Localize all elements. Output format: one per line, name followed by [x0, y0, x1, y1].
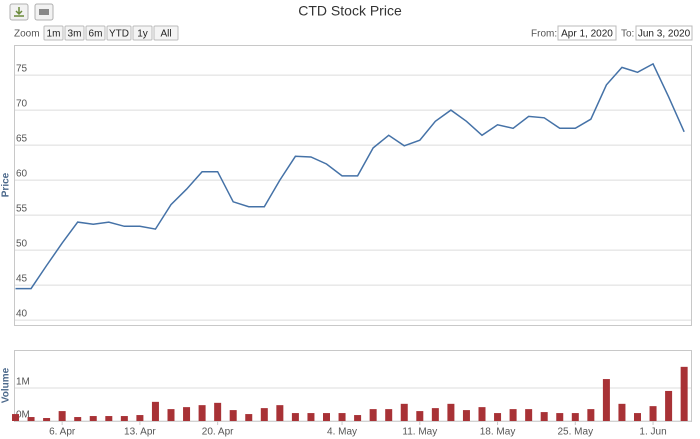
volume-bar: [431, 408, 439, 421]
volume-bar: [260, 408, 268, 421]
y-tick-label: 1M: [16, 377, 30, 388]
zoom-button[interactable]: [64, 25, 85, 41]
y-tick-label: 0M: [16, 410, 30, 421]
volume-bar: [89, 416, 97, 421]
x-tick-label: 18. May: [480, 427, 516, 438]
y-tick-label: 70: [16, 99, 28, 110]
print-icon: [39, 9, 49, 15]
chart-title: CTD Stock Price: [298, 3, 402, 19]
volume-bar: [74, 417, 82, 421]
from-input[interactable]: [557, 25, 617, 41]
to-label: To:: [621, 29, 634, 40]
zoom-button[interactable]: [132, 25, 153, 41]
zoom-button[interactable]: [153, 25, 179, 41]
volume-bar: [167, 409, 175, 421]
y-tick-label: 40: [16, 309, 28, 320]
volume-bar: [58, 411, 66, 421]
volume-bar: [198, 405, 206, 421]
volume-bar: [618, 403, 626, 421]
from-label: From:: [531, 29, 557, 40]
volume-bar: [416, 411, 424, 421]
volume-bar: [540, 412, 548, 421]
x-tick-label: 6. Apr: [49, 427, 76, 438]
y-axis-title: Price: [1, 172, 12, 197]
x-tick-label: 20. Apr: [202, 427, 234, 438]
y-axis-title: Volume: [1, 367, 12, 403]
volume-bar: [525, 409, 533, 421]
y-tick-label: 65: [16, 134, 28, 145]
zoom-button-label[interactable]: 6m: [89, 29, 103, 40]
x-tick-label: 25. May: [558, 427, 594, 438]
volume-bar: [338, 413, 346, 421]
volume-bar: [649, 406, 657, 421]
zoom-button-label[interactable]: YTD: [109, 29, 129, 40]
x-tick-label: 13. Apr: [124, 427, 156, 438]
y-tick-label: 55: [16, 204, 28, 215]
volume-bar: [634, 413, 641, 421]
volume-bar: [680, 366, 688, 421]
volume-bar: [136, 415, 144, 421]
volume-bar: [385, 409, 393, 421]
volume-bar: [12, 414, 19, 421]
volume-bar: [120, 416, 128, 421]
zoom-button[interactable]: [85, 25, 106, 41]
zoom-label: Zoom: [14, 29, 40, 40]
volume-bar: [214, 402, 222, 421]
zoom-button[interactable]: [106, 25, 132, 41]
volume-bar: [43, 418, 51, 421]
volume-bar: [494, 413, 502, 421]
price-line: [15, 62, 685, 290]
zoom-button[interactable]: [43, 25, 64, 41]
volume-bar: [571, 413, 579, 421]
y-tick-label: 75: [16, 64, 28, 75]
volume-bar: [447, 403, 455, 421]
y-tick-label: 50: [16, 239, 28, 250]
from-value[interactable]: Apr 1, 2020: [561, 29, 613, 40]
volume-bar: [556, 413, 564, 421]
volume-bar: [229, 410, 237, 421]
volume-bar: [400, 403, 408, 421]
volume-bar: [369, 409, 377, 421]
volume-bar: [665, 390, 673, 421]
x-tick-label: 11. May: [402, 427, 437, 438]
volume-bar: [587, 409, 595, 421]
volume-bar: [151, 401, 159, 421]
volume-bar: [323, 413, 330, 421]
volume-bar: [307, 413, 315, 421]
zoom-button-label[interactable]: 1y: [137, 29, 148, 40]
volume-bar: [462, 410, 470, 421]
export-buttons: [9, 3, 54, 21]
to-input[interactable]: [635, 25, 693, 41]
volume-bar: [291, 413, 299, 421]
volume-bar: [478, 407, 486, 421]
volume-bar: [245, 414, 253, 421]
volume-bar: [105, 416, 113, 421]
volume-bar: [27, 417, 35, 421]
y-tick-label: 60: [16, 169, 28, 180]
zoom-button-label[interactable]: 3m: [68, 29, 82, 40]
download-icon: [14, 7, 24, 17]
to-value[interactable]: Jun 3, 2020: [638, 29, 691, 40]
volume-bar: [276, 405, 284, 421]
y-tick-label: 45: [16, 274, 28, 285]
price-panel: [14, 45, 692, 326]
zoom-button-label[interactable]: 1m: [47, 29, 61, 40]
x-tick-label: 4. May: [327, 427, 357, 438]
volume-bar: [183, 407, 191, 421]
zoom-button-label[interactable]: All: [160, 29, 171, 40]
volume-bar: [602, 379, 610, 421]
volume-bar: [354, 415, 362, 421]
volume-bar: [509, 409, 517, 421]
x-tick-label: 1. Jun: [639, 427, 666, 438]
